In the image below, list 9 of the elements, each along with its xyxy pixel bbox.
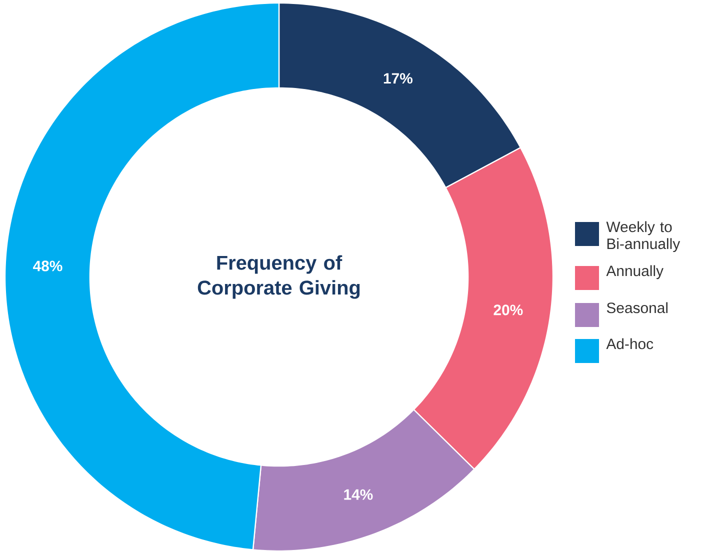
legend-label: Annually (606, 265, 664, 280)
data-label: 48% (32, 260, 62, 272)
data-label: 20% (494, 304, 523, 316)
text: Frequency of Corporate Giving (198, 255, 360, 299)
legend-label: Ad-hoc (606, 338, 654, 350)
data-label: 17% (384, 73, 412, 84)
data-label: 14% (344, 489, 373, 500)
legend-label: Weekly to Bi-annually (606, 221, 680, 252)
legend-label: Seasonal (606, 302, 668, 314)
